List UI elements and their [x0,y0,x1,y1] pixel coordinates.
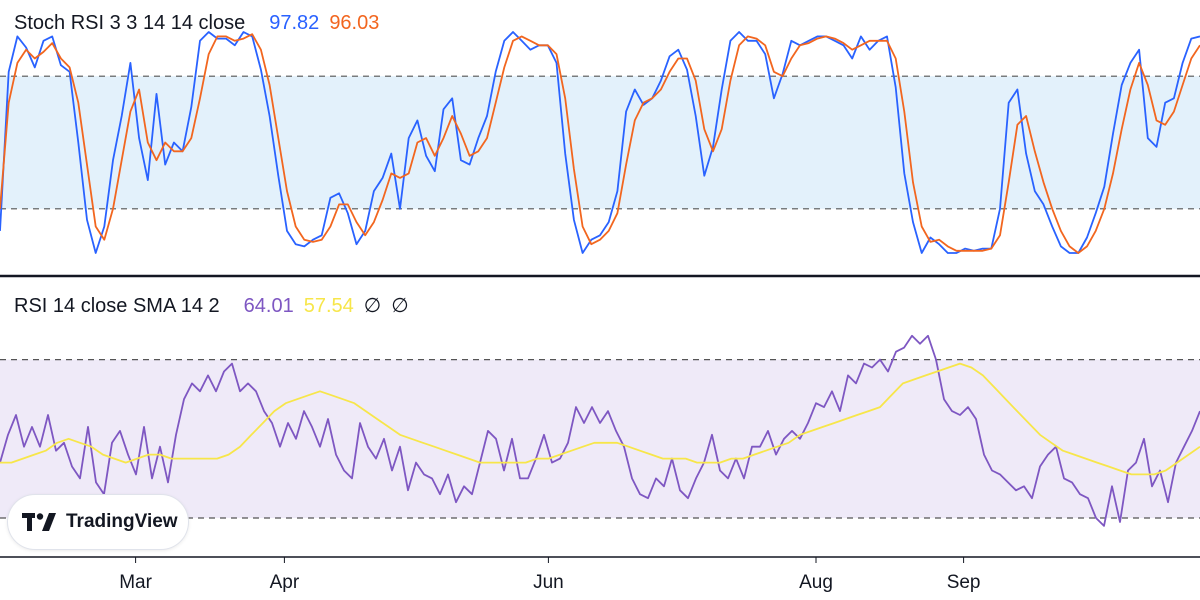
rsi-legend[interactable]: RSI 14 close SMA 14 2 64.01 57.54 ∅ ∅ [14,293,409,318]
stoch-rsi-pane [0,31,1200,254]
time-label-apr: Apr [269,572,300,593]
stoch-rsi-legend[interactable]: Stoch RSI 3 3 14 14 close 97.82 96.03 [14,12,379,35]
rsi-sma-value: 57.54 [303,295,354,317]
rsi-empty-value-2: ∅ [391,295,409,317]
time-label-sep: Sep [946,572,981,593]
stoch-rsi-title: Stoch RSI 3 3 14 14 close [14,12,246,34]
rsi-band [0,359,1200,518]
tradingview-logo-icon [22,513,56,531]
stoch-rsi-series-0-line[interactable] [0,31,1200,254]
rsi-empty-value-1: ∅ [363,295,382,317]
rsi-pane [0,334,1200,527]
stoch-k-value: 97.82 [269,12,320,34]
time-axis-ticks [135,557,965,563]
rsi-series-0-line[interactable] [0,334,1200,527]
stoch-d-value: 96.03 [329,12,380,34]
tradingview-wordmark: TradingView [66,511,178,532]
stoch-rsi-band [0,76,1200,209]
tradingview-badge[interactable]: TradingView [8,495,188,549]
rsi-series-1-line[interactable] [0,362,1200,476]
rsi-title: RSI 14 close SMA 14 2 [14,295,220,317]
time-label-mar: Mar [119,572,152,593]
time-label-aug: Aug [799,572,833,593]
stoch-rsi-series-1-line[interactable] [0,33,1200,254]
rsi-value: 64.01 [243,295,294,317]
time-label-jun: Jun [533,572,564,593]
